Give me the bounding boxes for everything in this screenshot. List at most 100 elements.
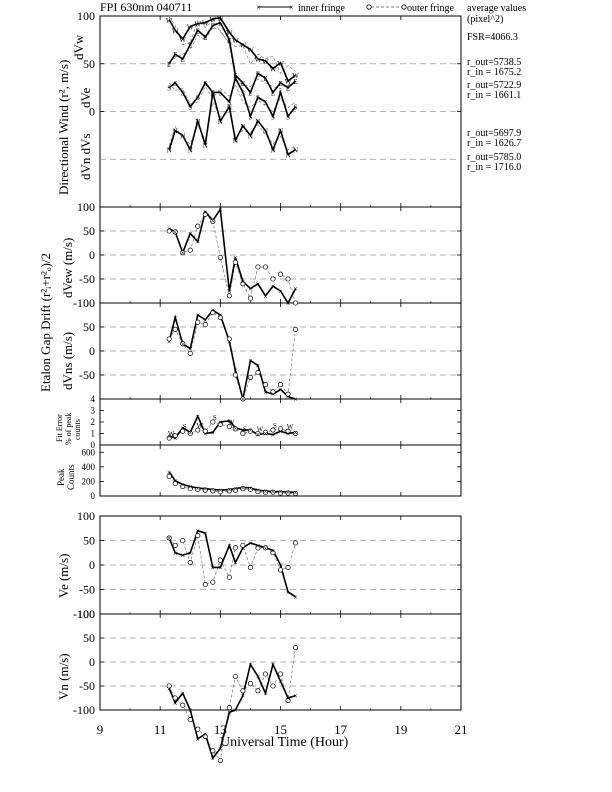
point-outer-dvew bbox=[180, 250, 186, 256]
point-outer-fit bbox=[255, 430, 261, 437]
point-letter-E: E bbox=[286, 85, 290, 93]
point-letter-E: E bbox=[167, 61, 171, 69]
x-tick-label: 9 bbox=[97, 722, 104, 737]
point-outer-vn bbox=[262, 671, 269, 677]
point-inner-dvns: × bbox=[241, 395, 246, 404]
series-outer-ve bbox=[168, 535, 296, 586]
point-outer-fit bbox=[217, 421, 223, 427]
point-outer-ve bbox=[277, 567, 284, 573]
point-letter-E: E bbox=[263, 75, 267, 83]
point-inner-ve: × bbox=[256, 541, 261, 550]
y-tick-label-ve: 50 bbox=[83, 534, 95, 548]
point-inner-ve: × bbox=[173, 549, 178, 558]
y-tick-label-fit: 2 bbox=[91, 417, 96, 427]
point-letter-N: N bbox=[227, 104, 232, 112]
panel-frame-fit bbox=[99, 398, 462, 446]
point-inner-dvew: × bbox=[203, 208, 208, 217]
y-tick-label-fit: 1 bbox=[91, 429, 96, 439]
point-outer-dvns bbox=[226, 336, 232, 342]
point-outer-dvns bbox=[270, 389, 276, 395]
y-tick-label-dvew: 50 bbox=[83, 224, 95, 238]
point-inner-dvew: × bbox=[233, 253, 238, 262]
avg-w-in: r_in = 1675.2 bbox=[467, 67, 521, 78]
point-inner-fit: × bbox=[211, 428, 216, 437]
point-letter-fit: W bbox=[287, 423, 294, 431]
x-tick-label: 11 bbox=[154, 722, 167, 737]
point-inner-vn: × bbox=[227, 708, 232, 717]
point-letter-W: W bbox=[232, 37, 239, 45]
point-outer-dvew bbox=[187, 247, 193, 253]
point-inner-dvew: × bbox=[167, 225, 172, 234]
chart-title: FPI 630nm 040711 bbox=[100, 0, 192, 14]
point-outer-ve bbox=[217, 557, 223, 563]
point-letter-E: E bbox=[278, 80, 282, 88]
point-inner-vn: × bbox=[286, 694, 291, 703]
point-letter-E: E bbox=[218, 20, 222, 28]
point-outer-vn bbox=[210, 748, 216, 754]
point-inner-peak: × bbox=[180, 480, 185, 489]
fit-label-2: % of peak bbox=[64, 413, 73, 445]
point-letter-fit: W bbox=[228, 419, 235, 427]
point-inner-dvew: × bbox=[263, 292, 268, 301]
point-outer-vn bbox=[240, 688, 246, 694]
point-outer-ve bbox=[226, 574, 232, 580]
point-letter-S: S bbox=[286, 113, 290, 121]
point-letter-N: N bbox=[167, 147, 172, 155]
point-inner-peak: × bbox=[227, 485, 232, 494]
dvn-dvs-label: dVn dVs bbox=[78, 133, 93, 180]
point-outer-dvns bbox=[217, 314, 223, 320]
point-inner-dvns: × bbox=[278, 385, 283, 394]
legend-outer-marker-b bbox=[401, 4, 407, 10]
point-outer-fit bbox=[285, 428, 291, 434]
point-outer-dvew bbox=[232, 259, 238, 265]
y-tick-label-vn: -100 bbox=[73, 703, 95, 717]
point-letter-E: E bbox=[227, 37, 231, 45]
point-letter-W: W bbox=[202, 20, 209, 28]
point-inner-dvns: × bbox=[211, 306, 216, 315]
point-letter-W: W bbox=[247, 46, 254, 54]
point-inner-vn: × bbox=[263, 689, 268, 698]
point-inner-fit: × bbox=[256, 431, 261, 440]
point-letter-N: N bbox=[173, 128, 178, 136]
y-tick-label-peak: 0 bbox=[91, 491, 96, 501]
point-letter-W: W bbox=[285, 78, 292, 86]
point-inner-ve: × bbox=[241, 544, 246, 553]
point-outer-dvns bbox=[232, 372, 238, 378]
point-outer-ve bbox=[285, 564, 291, 571]
point-letter-S: S bbox=[256, 94, 260, 102]
point-inner-fit: × bbox=[271, 431, 276, 440]
point-outer-dvns bbox=[180, 341, 186, 347]
point-inner-dvns: × bbox=[233, 366, 238, 375]
point-outer-dvns bbox=[195, 319, 201, 325]
y-tick-label-dvns: 50 bbox=[83, 320, 95, 334]
point-inner-peak: × bbox=[196, 484, 201, 493]
legend-inner-label: inner fringe bbox=[298, 3, 345, 14]
point-letter-S: S bbox=[233, 75, 237, 83]
point-inner-fit: × bbox=[180, 424, 185, 433]
point-inner-peak: × bbox=[188, 483, 193, 492]
point-inner-vn: × bbox=[293, 692, 298, 701]
point-outer-peak bbox=[247, 486, 253, 492]
point-inner-ve: × bbox=[180, 551, 185, 560]
point-outer-fit bbox=[240, 430, 246, 437]
point-inner-vn: × bbox=[218, 744, 223, 753]
y-tick-label-peak: 600 bbox=[82, 447, 96, 457]
point-outer-dvns bbox=[277, 382, 284, 388]
point-outer-fit bbox=[292, 430, 299, 437]
fit-label-3: counts bbox=[73, 419, 82, 440]
avg-title-2: (pixel^2) bbox=[467, 14, 503, 25]
point-inner-peak: × bbox=[278, 488, 283, 497]
x-axis-label: Universal Time (Hour) bbox=[220, 735, 349, 750]
y-tick-label-directional: 0 bbox=[89, 105, 95, 119]
y-tick-label-vn: 0 bbox=[89, 655, 95, 669]
point-inner-dvew: × bbox=[256, 280, 261, 289]
point-outer-vn bbox=[270, 683, 276, 689]
point-inner-ve: × bbox=[167, 534, 172, 543]
point-inner-fit: × bbox=[173, 434, 178, 443]
point-outer-dvew bbox=[277, 271, 284, 277]
point-outer-fit bbox=[262, 429, 269, 435]
point-outer-peak bbox=[217, 489, 223, 495]
point-inner-dvew: × bbox=[241, 277, 246, 286]
point-inner-vn: × bbox=[248, 660, 253, 669]
